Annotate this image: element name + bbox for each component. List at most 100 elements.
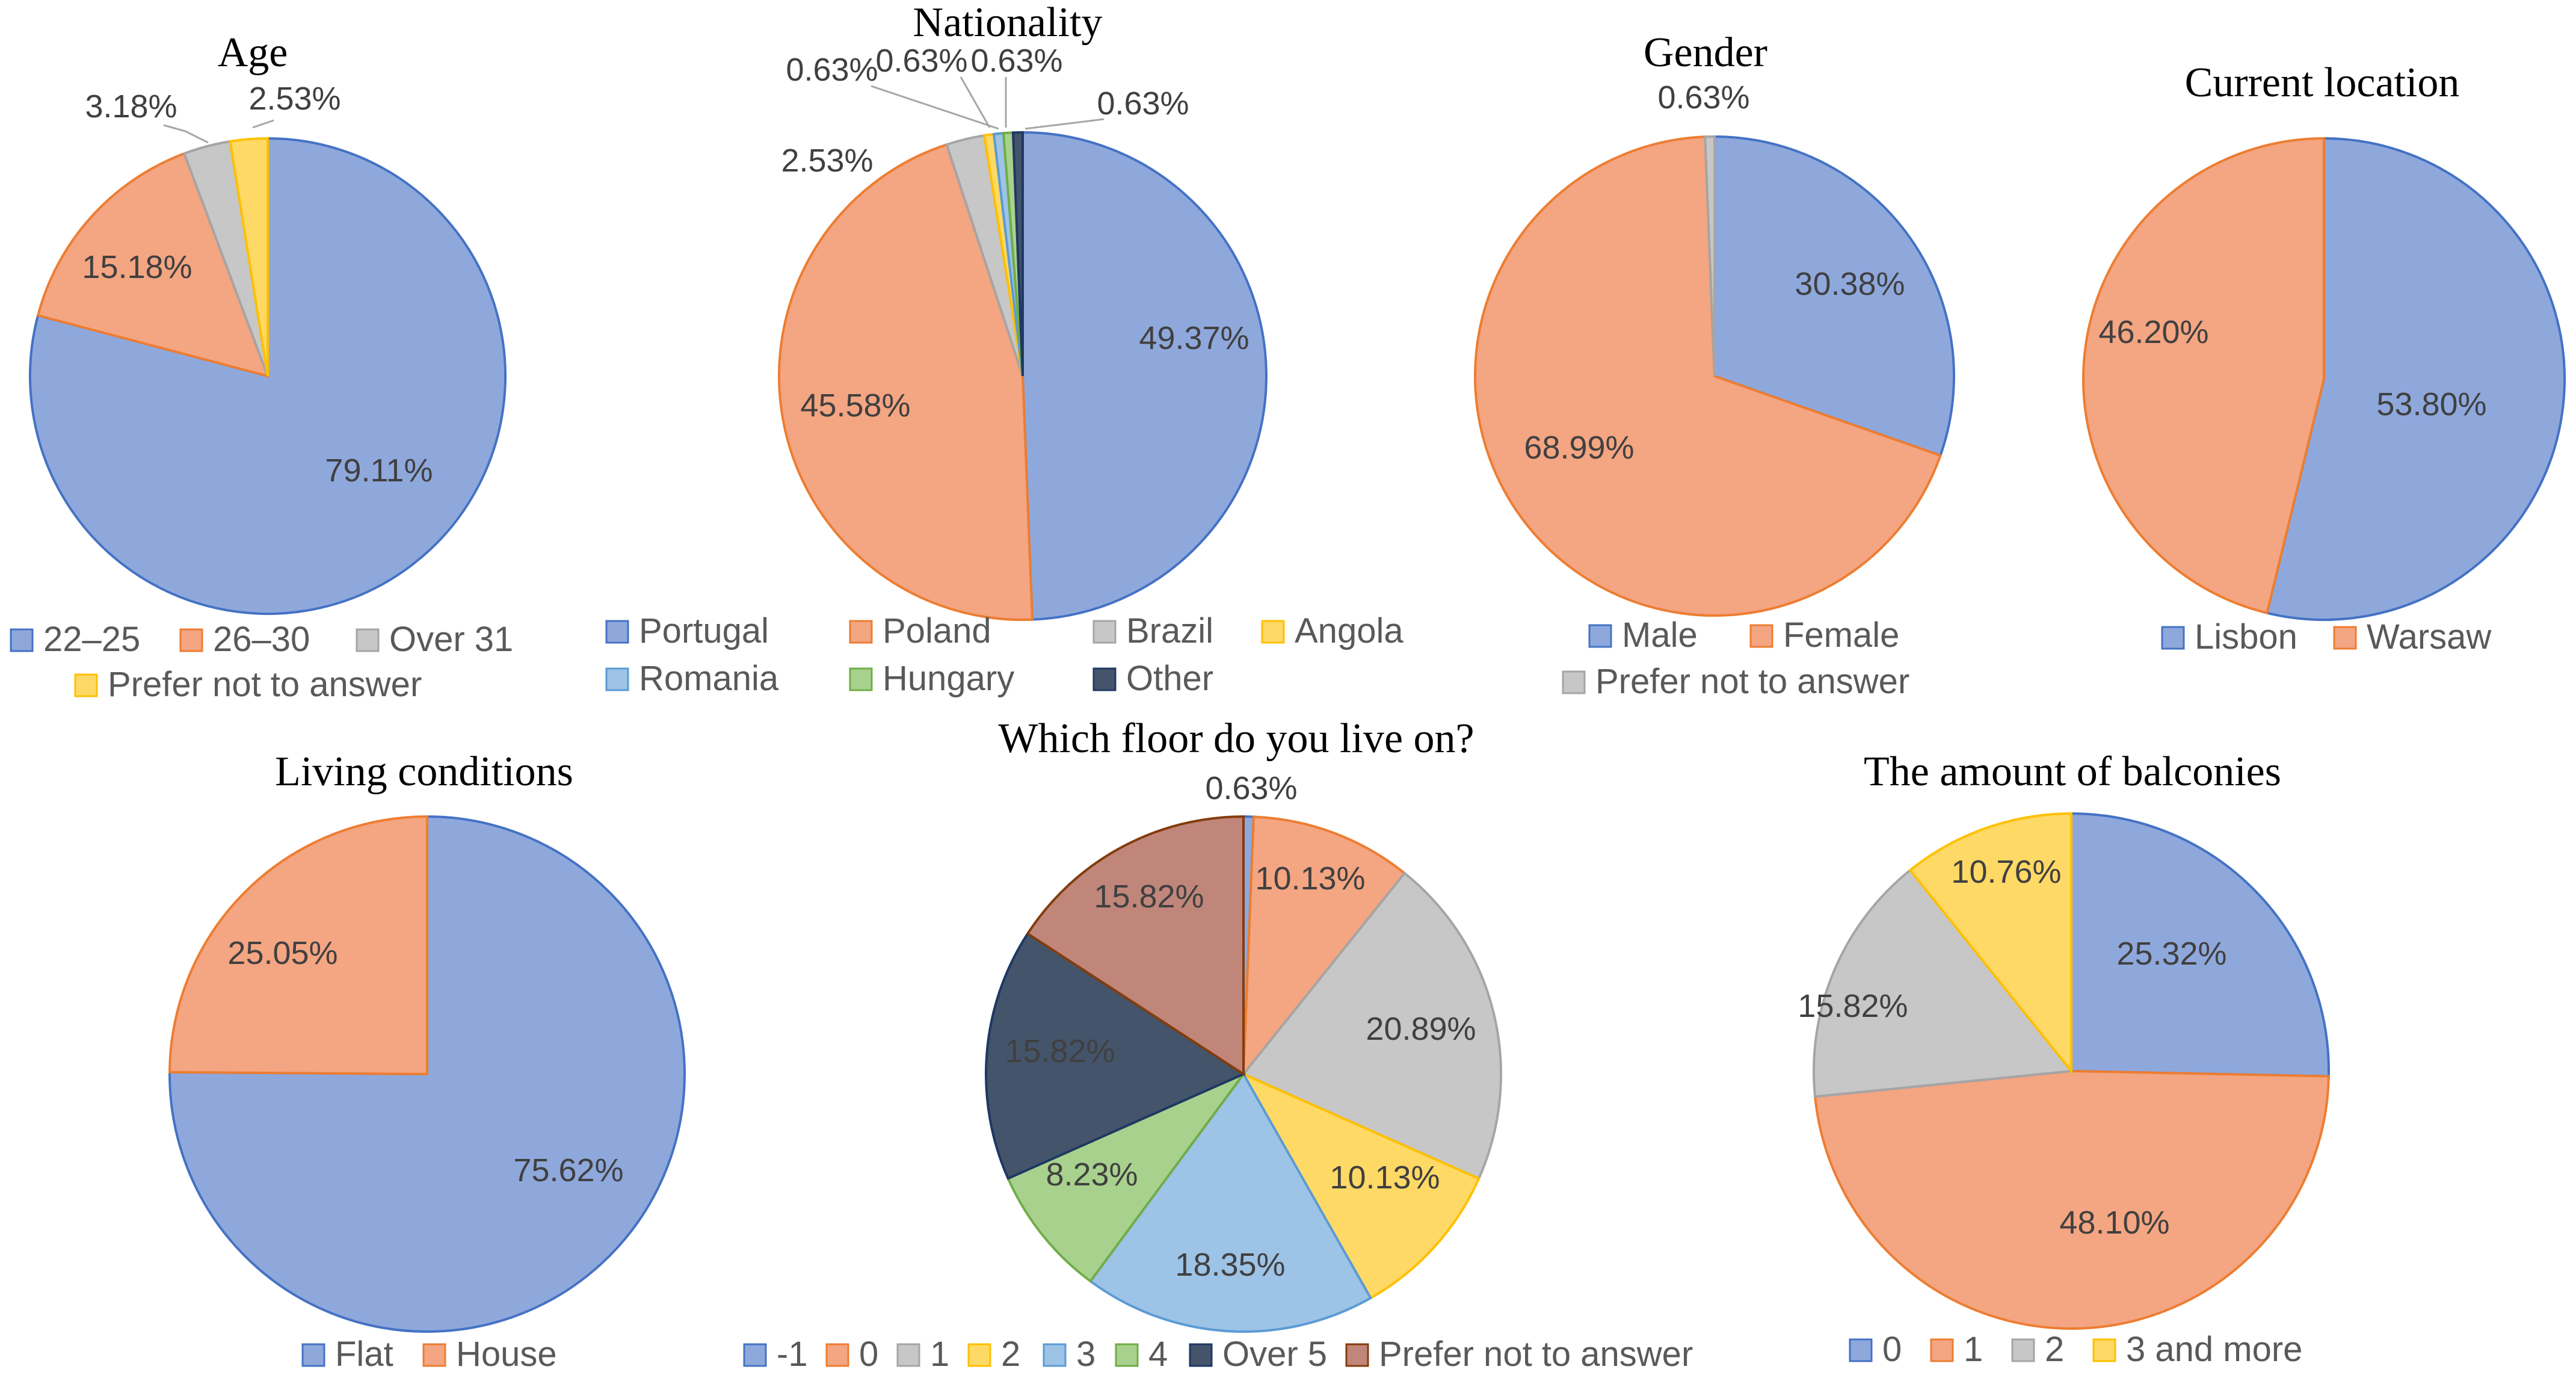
data-label: 30.38% — [1795, 266, 1905, 302]
legend-label: Portugal — [639, 611, 769, 650]
legend-label: 3 — [1076, 1335, 1095, 1374]
data-label: 10.76% — [1951, 854, 2061, 890]
legend-label: 1 — [930, 1335, 949, 1374]
legend-swatch — [743, 1343, 767, 1367]
pie-slice — [29, 137, 507, 615]
legend-label: 2 — [2045, 1330, 2064, 1369]
legend-swatch — [896, 1343, 920, 1367]
pie-slice — [985, 931, 1246, 1181]
chart-title: Which floor do you live on? — [998, 715, 1474, 762]
chart-title: Gender — [1644, 29, 1767, 76]
pie-slice — [1813, 1069, 2330, 1330]
leader-line — [163, 124, 209, 144]
pie-slice — [778, 143, 1034, 621]
pie-slice — [1240, 1071, 1481, 1300]
data-label: 3.18% — [85, 88, 177, 125]
data-label: 0.63% — [1097, 85, 1189, 122]
chart-title: Current location — [2185, 60, 2460, 106]
legend-label: 26–30 — [213, 620, 310, 659]
legend-label: 1 — [1964, 1330, 1983, 1369]
data-label: 8.23% — [1046, 1157, 1138, 1193]
pie-slice — [229, 137, 269, 377]
data-label: 18.35% — [1175, 1247, 1285, 1283]
data-label: 2.53% — [248, 81, 340, 117]
pie-slice — [2082, 137, 2325, 615]
data-label: 15.18% — [82, 249, 192, 285]
legend-swatch — [2161, 626, 2185, 650]
legend-label: Other — [1126, 659, 1213, 698]
data-label: 15.82% — [1094, 879, 1204, 915]
pie-slice — [1088, 1072, 1373, 1333]
legend-label: 4 — [1148, 1335, 1168, 1374]
pie-slice — [1011, 131, 1024, 377]
legend-swatch — [10, 628, 34, 652]
legend-swatch — [301, 1343, 325, 1367]
legend-label: Poland — [883, 611, 991, 650]
pie-chart-5: Living conditions 75.62% 25.05% Flat House — [168, 749, 686, 1374]
legend-swatch — [849, 620, 873, 644]
pie-chart-7: The amount of balconies 25.32% 48.10% 15.82… — [1798, 749, 2330, 1369]
legend-swatch — [825, 1343, 849, 1367]
data-label: 75.62% — [513, 1152, 623, 1188]
legend-swatch — [1749, 624, 1773, 648]
data-label: 10.13% — [1330, 1160, 1440, 1196]
data-label: 53.80% — [2376, 386, 2486, 422]
legend-label: Warsaw — [2367, 617, 2492, 656]
data-label: 49.37% — [1139, 320, 1249, 356]
legend-label: Prefer not to answer — [1379, 1335, 1693, 1374]
legend-label: 0 — [859, 1335, 878, 1374]
legend-swatch — [1345, 1343, 1369, 1367]
pie-slice — [1813, 868, 2074, 1098]
legend-swatch — [1092, 667, 1117, 691]
legend-swatch — [605, 667, 629, 691]
legend-swatch — [849, 667, 873, 691]
chart-title: The amount of balconies — [1864, 749, 2281, 795]
pie-slice — [1474, 135, 1943, 617]
pie-slice — [1908, 812, 2072, 1075]
data-label: 68.99% — [1524, 430, 1634, 466]
legend-swatch — [356, 628, 380, 652]
legend-label: Female — [1783, 616, 1899, 655]
legend-label: 2 — [1001, 1335, 1020, 1374]
legend-label: Angola — [1295, 611, 1404, 650]
legend-swatch — [2333, 626, 2357, 650]
data-label: 10.13% — [1255, 860, 1365, 897]
legend-label: Lisbon — [2195, 617, 2297, 656]
data-label: 0.63% — [786, 52, 878, 88]
data-label: 0.63% — [1657, 79, 1749, 116]
legend-swatch — [1043, 1343, 1067, 1367]
pie-slice — [1006, 1071, 1248, 1283]
pie-chart-1: Age 79.11% 15.18% 3.18% 2.53% 22–25 26–30 Over … — [10, 29, 513, 704]
pie-slice — [168, 815, 686, 1333]
legend-swatch — [1588, 624, 1612, 648]
data-label: 48.10% — [2059, 1205, 2169, 1241]
data-label: 0.63% — [970, 43, 1062, 79]
legend-swatch — [2092, 1338, 2116, 1362]
pie-chart-3: Gender 30.38% 68.99% 0.63% Male Female Prefer … — [1474, 29, 1955, 701]
leader-line — [1025, 118, 1105, 130]
pie-chart-4: Current location 53.80% 46.20% Lisbon Warsaw — [2082, 60, 2566, 656]
legend-label: Prefer not to answer — [1595, 662, 1909, 701]
legend-swatch — [2011, 1338, 2035, 1362]
legend-label: Hungary — [883, 659, 1014, 698]
pie-slice — [36, 152, 270, 378]
legend-label: House — [456, 1335, 557, 1374]
legend-swatch — [1849, 1338, 1873, 1362]
legend-swatch — [967, 1343, 991, 1367]
chart-title: Living conditions — [275, 749, 573, 795]
legend-label: 3 and more — [2126, 1330, 2302, 1369]
chart-title: Nationality — [913, 0, 1103, 46]
legend-label: Prefer not to answer — [108, 665, 422, 704]
data-label: 0.63% — [875, 43, 967, 79]
legend-swatch — [605, 620, 629, 644]
legend-swatch — [1562, 670, 1586, 694]
pie-slice — [1713, 135, 1955, 457]
legend-swatch — [1261, 620, 1285, 644]
data-label: 0.63% — [1205, 770, 1297, 806]
legend-swatch — [179, 628, 203, 652]
pie-slice — [168, 815, 428, 1076]
leader-line — [252, 119, 274, 129]
legend-label: Flat — [335, 1335, 393, 1374]
